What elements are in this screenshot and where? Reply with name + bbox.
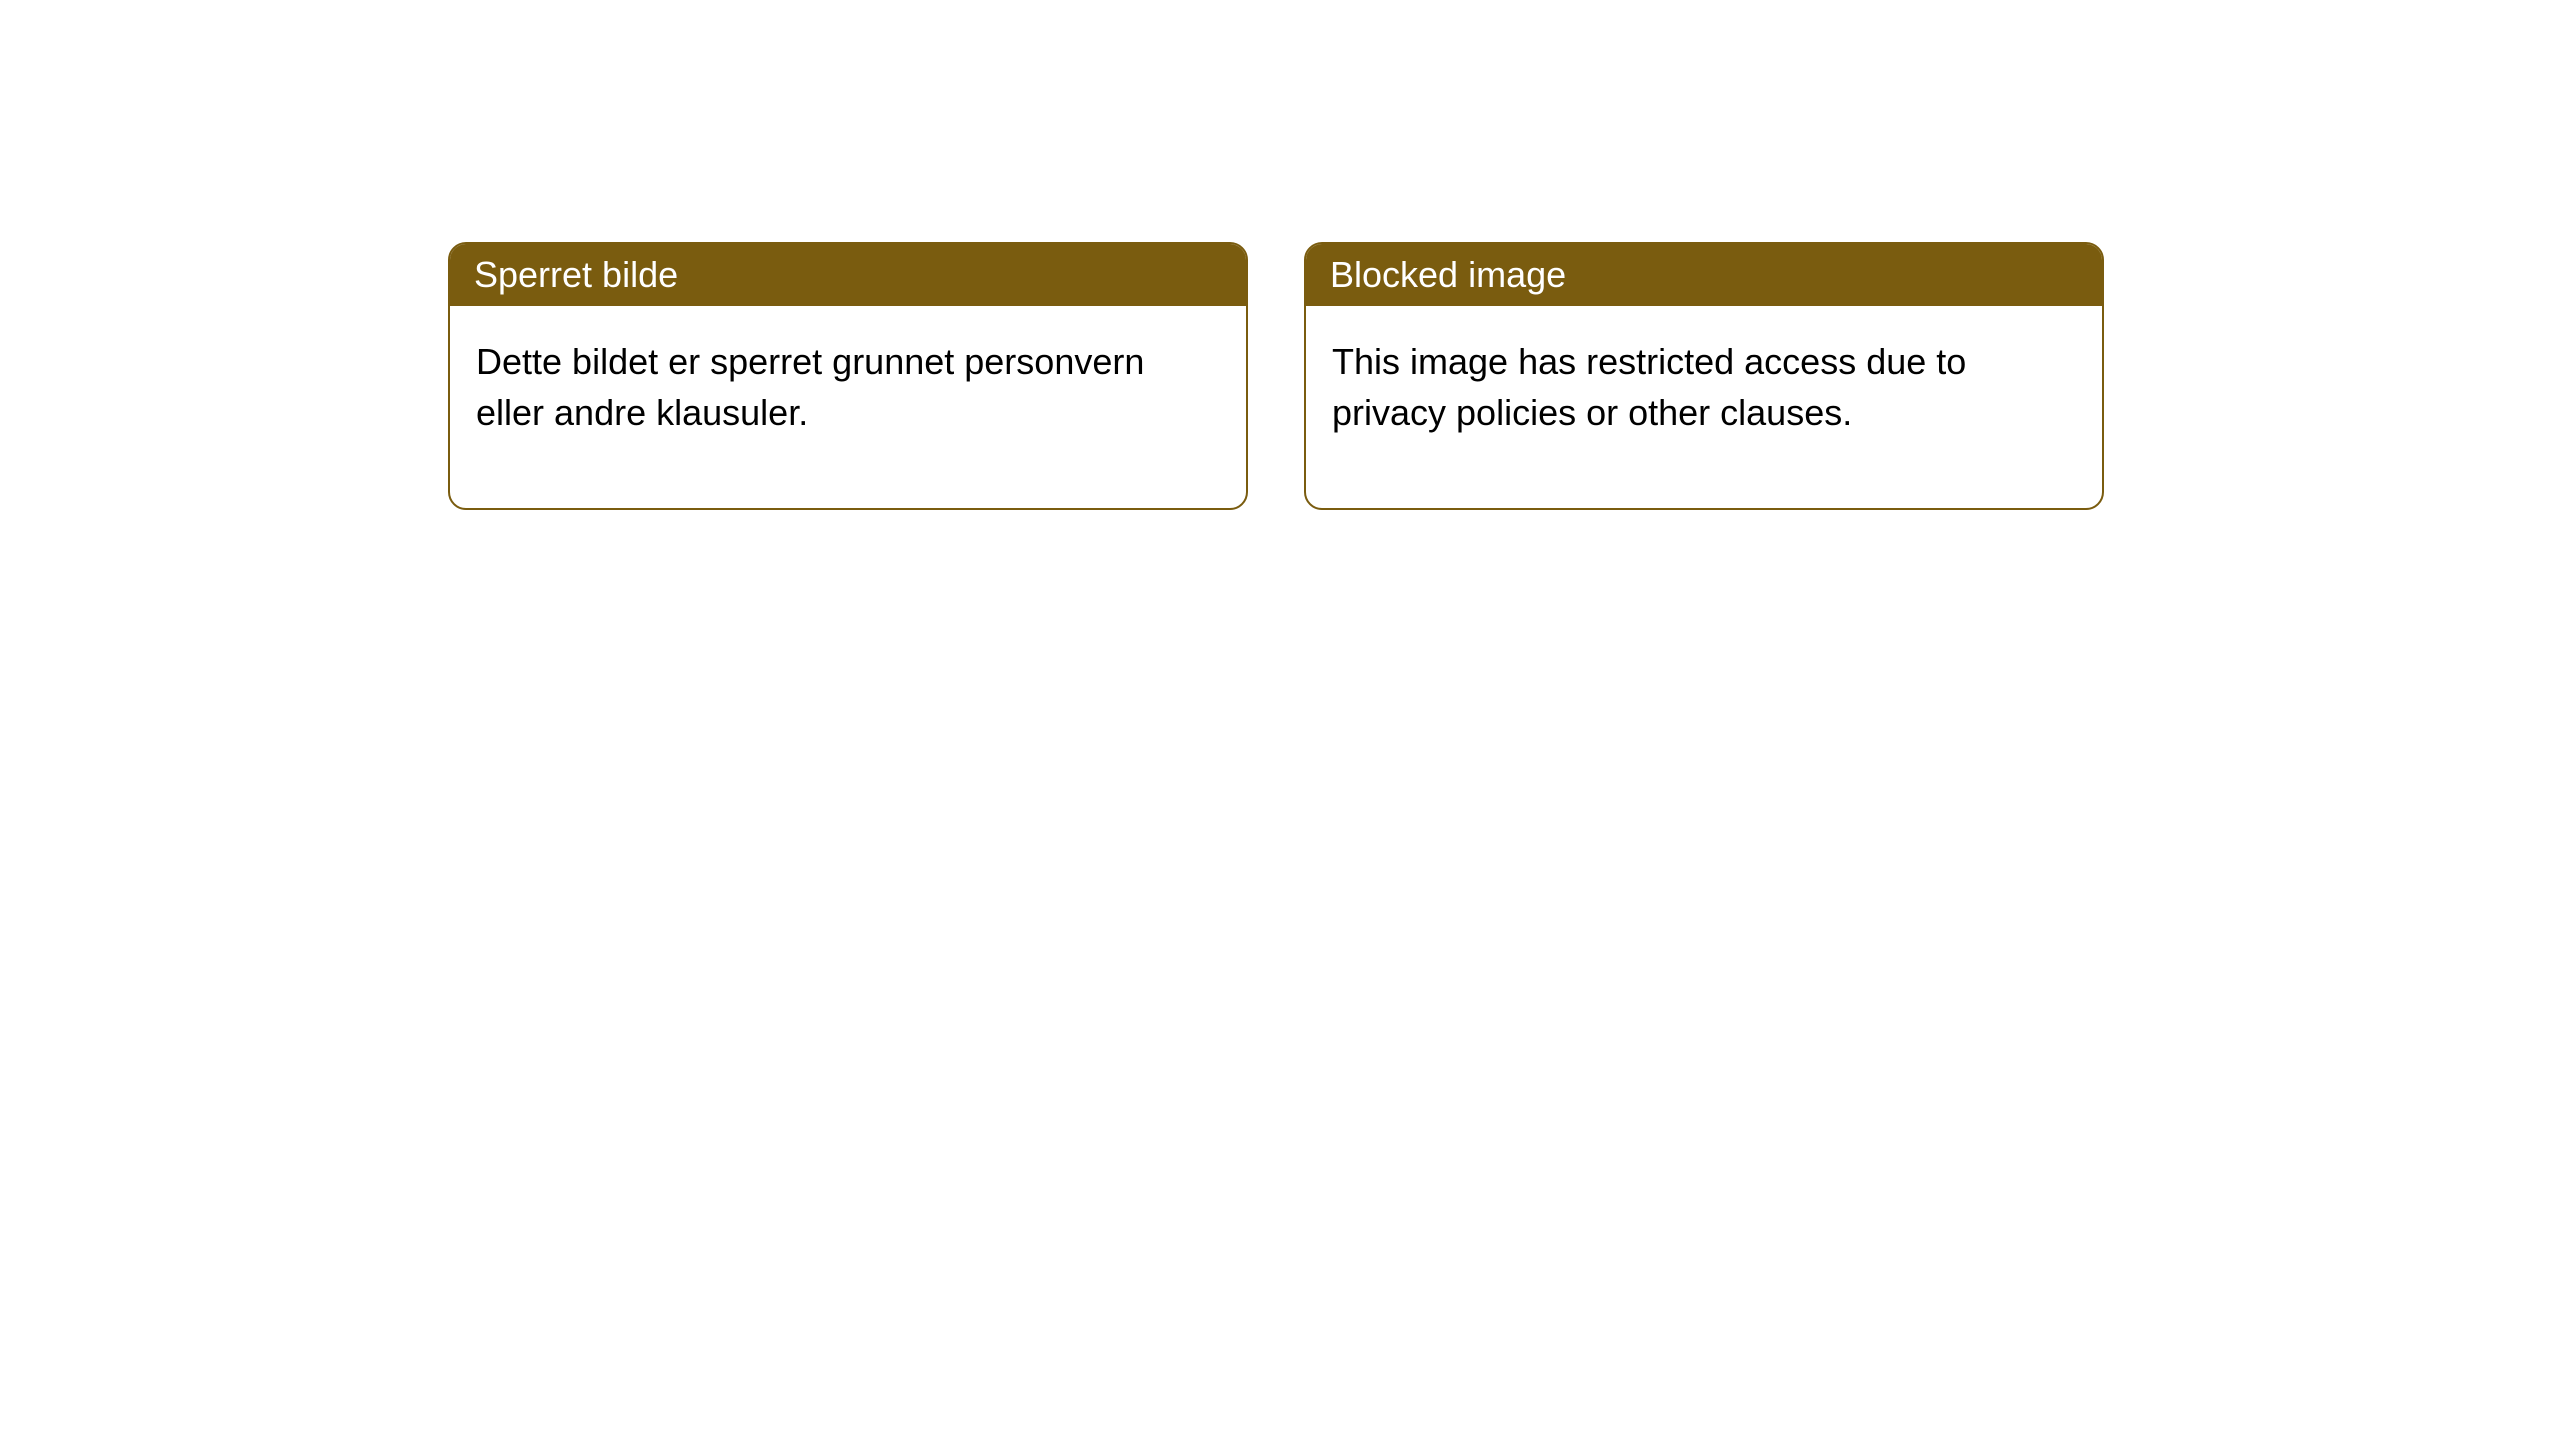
panel-body: Dette bildet er sperret grunnet personve…: [450, 306, 1246, 508]
panel-header-text: Sperret bilde: [474, 254, 678, 295]
panel-body-text: Dette bildet er sperret grunnet personve…: [476, 341, 1144, 433]
panel-body: This image has restricted access due to …: [1306, 306, 2102, 508]
panel-header-text: Blocked image: [1330, 254, 1566, 295]
message-panel-norwegian: Sperret bilde Dette bildet er sperret gr…: [448, 242, 1248, 510]
message-panels-container: Sperret bilde Dette bildet er sperret gr…: [0, 0, 2560, 510]
panel-header: Blocked image: [1306, 244, 2102, 306]
message-panel-english: Blocked image This image has restricted …: [1304, 242, 2104, 510]
panel-body-text: This image has restricted access due to …: [1332, 341, 1966, 433]
panel-header: Sperret bilde: [450, 244, 1246, 306]
